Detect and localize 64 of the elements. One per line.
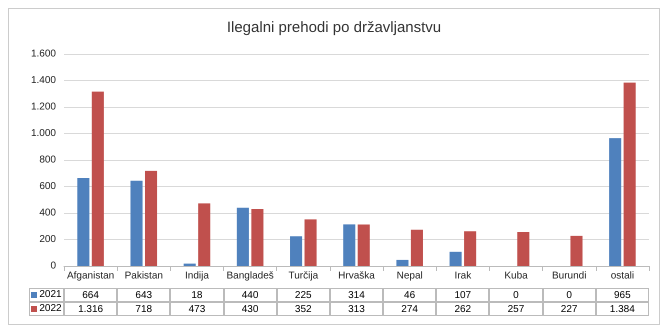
data-label: 430	[224, 302, 277, 316]
bar	[92, 92, 104, 266]
data-label: 643	[117, 288, 170, 302]
y-tick-label: 800	[39, 154, 56, 166]
x-tick-label: Hrvaška	[338, 270, 376, 282]
bar	[77, 178, 90, 266]
x-tick-label: Turčija	[288, 270, 319, 282]
legend-label: 2022	[39, 302, 62, 316]
bar	[304, 219, 317, 266]
data-label: 0	[489, 288, 543, 302]
x-tick-label: Kuba	[504, 270, 528, 282]
data-label: 225	[276, 288, 330, 302]
x-tick-label: Burundi	[552, 270, 586, 282]
bar	[396, 260, 408, 266]
data-label: 352	[276, 302, 330, 316]
bar	[624, 82, 636, 266]
x-tick-label: ostali	[610, 270, 634, 282]
data-label: 1.384	[596, 302, 649, 316]
data-label: 18	[170, 288, 224, 302]
data-label: 440	[224, 288, 277, 302]
data-label: 1.316	[64, 302, 118, 316]
data-label: 314	[330, 288, 384, 302]
data-label: 0	[542, 288, 596, 302]
x-tick-label: Irak	[454, 270, 472, 282]
bar	[517, 232, 530, 266]
data-label: 718	[117, 302, 170, 316]
bar	[236, 208, 249, 266]
bar	[410, 230, 423, 266]
y-tick-label: 1.600	[30, 48, 56, 60]
bar	[358, 224, 370, 266]
y-tick-label: 1.200	[30, 102, 56, 112]
y-tick-label: 600	[39, 181, 56, 192]
x-tick-label: Indija	[185, 270, 210, 282]
data-label: 473	[170, 302, 224, 316]
data-label: 227	[542, 302, 596, 316]
data-label: 257	[489, 302, 543, 316]
bar	[290, 236, 302, 266]
data-label: 313	[330, 302, 384, 316]
y-tick-label: 0	[50, 260, 56, 272]
bar	[609, 138, 622, 266]
bar	[144, 170, 158, 266]
x-tick-label: Nepal	[396, 270, 423, 282]
data-label: 46	[383, 288, 436, 302]
bar	[198, 203, 210, 266]
bar	[464, 231, 476, 266]
data-label: 262	[436, 302, 490, 316]
data-label: 965	[596, 288, 649, 302]
bar	[343, 224, 356, 266]
y-tick-label: 1.000	[30, 128, 56, 139]
y-tick-label: 400	[39, 208, 56, 218]
chart-title: Ilegalni prehodi po državljanstvu	[226, 19, 442, 36]
x-tick-label: Pakistan	[124, 270, 163, 282]
data-label: 107	[436, 288, 490, 302]
y-tick-label: 200	[39, 234, 56, 245]
data-label: 664	[64, 288, 118, 302]
legend-label: 2021	[39, 288, 62, 302]
x-tick-label: Afganistan	[66, 270, 114, 282]
bar	[570, 236, 583, 266]
data-label: 274	[383, 302, 436, 316]
y-tick-label: 1.400	[30, 75, 56, 86]
bar	[251, 209, 264, 266]
x-tick-label: Bangladeš	[226, 270, 274, 282]
bar	[450, 252, 462, 266]
bar	[130, 180, 143, 266]
